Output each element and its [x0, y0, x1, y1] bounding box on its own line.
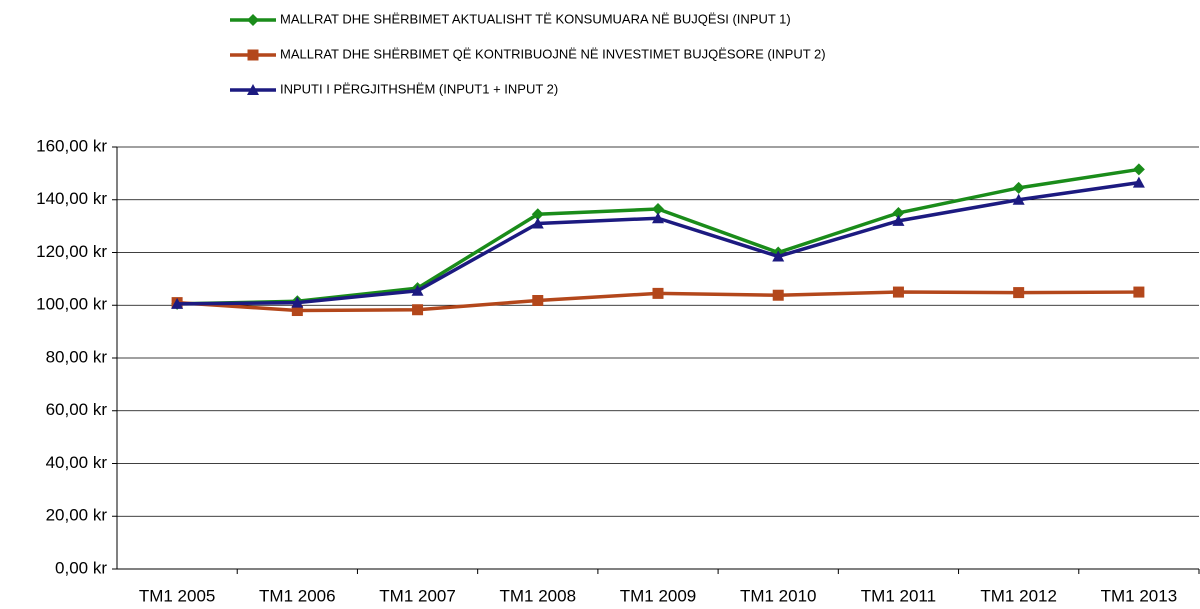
data-point: [892, 214, 905, 226]
data-point: [531, 208, 544, 221]
y-tick-label: 100,00 kr: [36, 295, 107, 314]
x-tick-label: TM1 2011: [861, 586, 936, 605]
series-line: [177, 167, 1140, 306]
legend-label: INPUTI I PËRGJITHSHËM (INPUT1 + INPUT 2): [280, 81, 558, 96]
data-point: [892, 206, 905, 219]
data-point: [412, 304, 424, 316]
y-tick-label: 20,00 kr: [46, 506, 108, 525]
data-point: [531, 217, 544, 229]
series-line: [177, 180, 1140, 306]
legend-label: MALLRAT DHE SHËRBIMET QË KONTRIBUOJNË NË…: [280, 46, 826, 61]
x-tick-label: TM1 2009: [620, 586, 697, 605]
data-point: [652, 212, 664, 224]
data-point: [772, 250, 785, 262]
x-tick-label: TM1 2012: [980, 586, 1057, 605]
legend-marker: [247, 49, 259, 61]
data-point: [1132, 163, 1145, 176]
legend-marker: [247, 84, 259, 95]
y-tick-label: 40,00 kr: [46, 453, 108, 472]
x-tick-label: TM1 2005: [139, 586, 216, 605]
data-point: [171, 297, 184, 309]
data-point: [772, 289, 784, 301]
x-tick-label: TM1 2010: [740, 586, 817, 605]
data-point: [1013, 287, 1025, 299]
data-point: [532, 295, 544, 307]
legend-label: MALLRAT DHE SHËRBIMET AKTUALISHT TË KONS…: [280, 11, 791, 26]
x-tick-label: TM1 2008: [500, 586, 577, 605]
x-tick-label: TM1 2006: [259, 586, 336, 605]
data-point: [1012, 181, 1025, 194]
data-point: [1133, 286, 1145, 298]
x-tick-label: TM1 2007: [379, 586, 456, 605]
legend-marker: [247, 14, 259, 26]
y-tick-label: 160,00 kr: [36, 136, 107, 155]
y-tick-label: 60,00 kr: [46, 400, 108, 419]
y-tick-label: 0,00 kr: [55, 558, 107, 577]
data-point: [411, 284, 424, 296]
data-point: [1012, 193, 1025, 205]
y-tick-label: 80,00 kr: [46, 347, 108, 366]
data-point: [652, 202, 664, 215]
data-point: [1132, 176, 1145, 188]
y-tick-label: 120,00 kr: [36, 242, 107, 261]
data-point: [291, 305, 303, 317]
data-point: [892, 286, 904, 298]
data-point: [652, 287, 664, 299]
x-tick-label: TM1 2013: [1101, 586, 1178, 605]
data-point: [291, 296, 304, 308]
y-tick-label: 140,00 kr: [36, 189, 107, 208]
